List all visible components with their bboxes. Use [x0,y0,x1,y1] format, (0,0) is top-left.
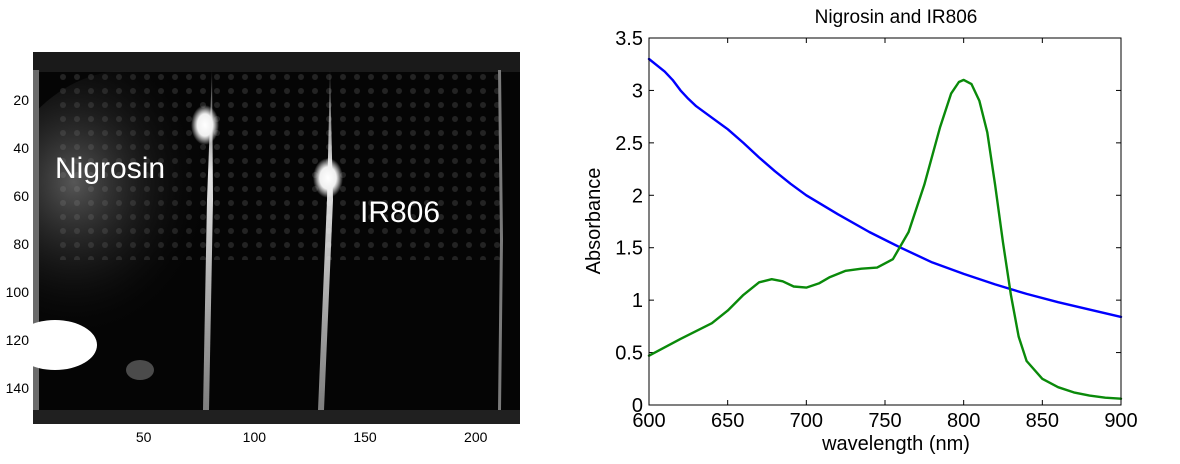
series-line-1 [647,57,1123,319]
image-panel: Nigrosin IR806 20 40 60 80 100 120 140 50 100 15… [0,0,560,459]
image-x-tick-label: 50 [136,429,152,445]
left-edge-streak [33,70,39,410]
image-y-tick-label: 80 [13,236,29,252]
y-tick-label: 1.5 [615,238,643,260]
image-y-tick-label: 120 [6,332,30,348]
y-axis-label: Absorbance [583,168,605,275]
plot-panel: Nigrosin and IR806 600 650 700 750 800 850 900… [560,0,1180,459]
series-group [647,57,1123,400]
streak-left [203,70,213,410]
y-tick-label: 0.5 [615,343,643,365]
x-tick-label: 750 [868,410,901,432]
axis-ticks: 600 650 700 750 800 850 900 0 0.5 1 1.5 2 2.5 3 3.5 [615,28,1138,432]
x-axis-label: wavelength (nm) [821,433,970,455]
small-glow [126,360,154,380]
image-y-tick-label: 140 [6,380,30,396]
streak-far-right [498,70,503,410]
bright-spot-2 [313,158,343,198]
plot-frame [648,37,1122,406]
y-tick-label: 1 [632,290,643,312]
x-tick-label: 700 [790,410,823,432]
streak-right [318,70,333,410]
image-y-tick-label: 60 [13,188,29,204]
chart-title: Nigrosin and IR806 [815,7,978,28]
image-content [33,52,520,424]
image-x-tick-label: 100 [243,429,267,445]
y-tick-label: 2.5 [615,133,643,155]
image-x-tick-label: 150 [353,429,377,445]
bright-corner-blob [33,320,97,370]
y-tick-label: 2 [632,185,643,207]
annotation-ir806: IR806 [360,196,440,229]
annotation-nigrosin: Nigrosin [55,152,165,185]
image-figure: Nigrosin IR806 20 40 60 80 100 120 140 50 100 15… [6,52,520,445]
y-tick-label: 0 [632,395,643,417]
bottom-band [33,410,520,424]
x-tick-label: 800 [947,410,980,432]
x-tick-label: 650 [711,410,744,432]
bright-spot-1 [191,105,219,145]
image-y-tick-label: 100 [6,284,30,300]
image-x-ticks: 50 100 150 200 [136,429,488,445]
top-band [33,52,520,72]
image-x-tick-label: 200 [464,429,488,445]
y-tick-label: 3 [632,80,643,102]
x-tick-label: 900 [1104,410,1137,432]
image-y-ticks: 20 40 60 80 100 120 140 [6,92,30,396]
image-y-tick-label: 20 [13,92,29,108]
x-tick-label: 600 [632,410,665,432]
series-line-2 [647,78,1123,400]
image-y-tick-label: 40 [13,140,29,156]
absorbance-chart: Nigrosin and IR806 600 650 700 750 800 850 900… [583,7,1138,455]
x-tick-label: 850 [1026,410,1059,432]
y-tick-label: 3.5 [615,28,643,50]
